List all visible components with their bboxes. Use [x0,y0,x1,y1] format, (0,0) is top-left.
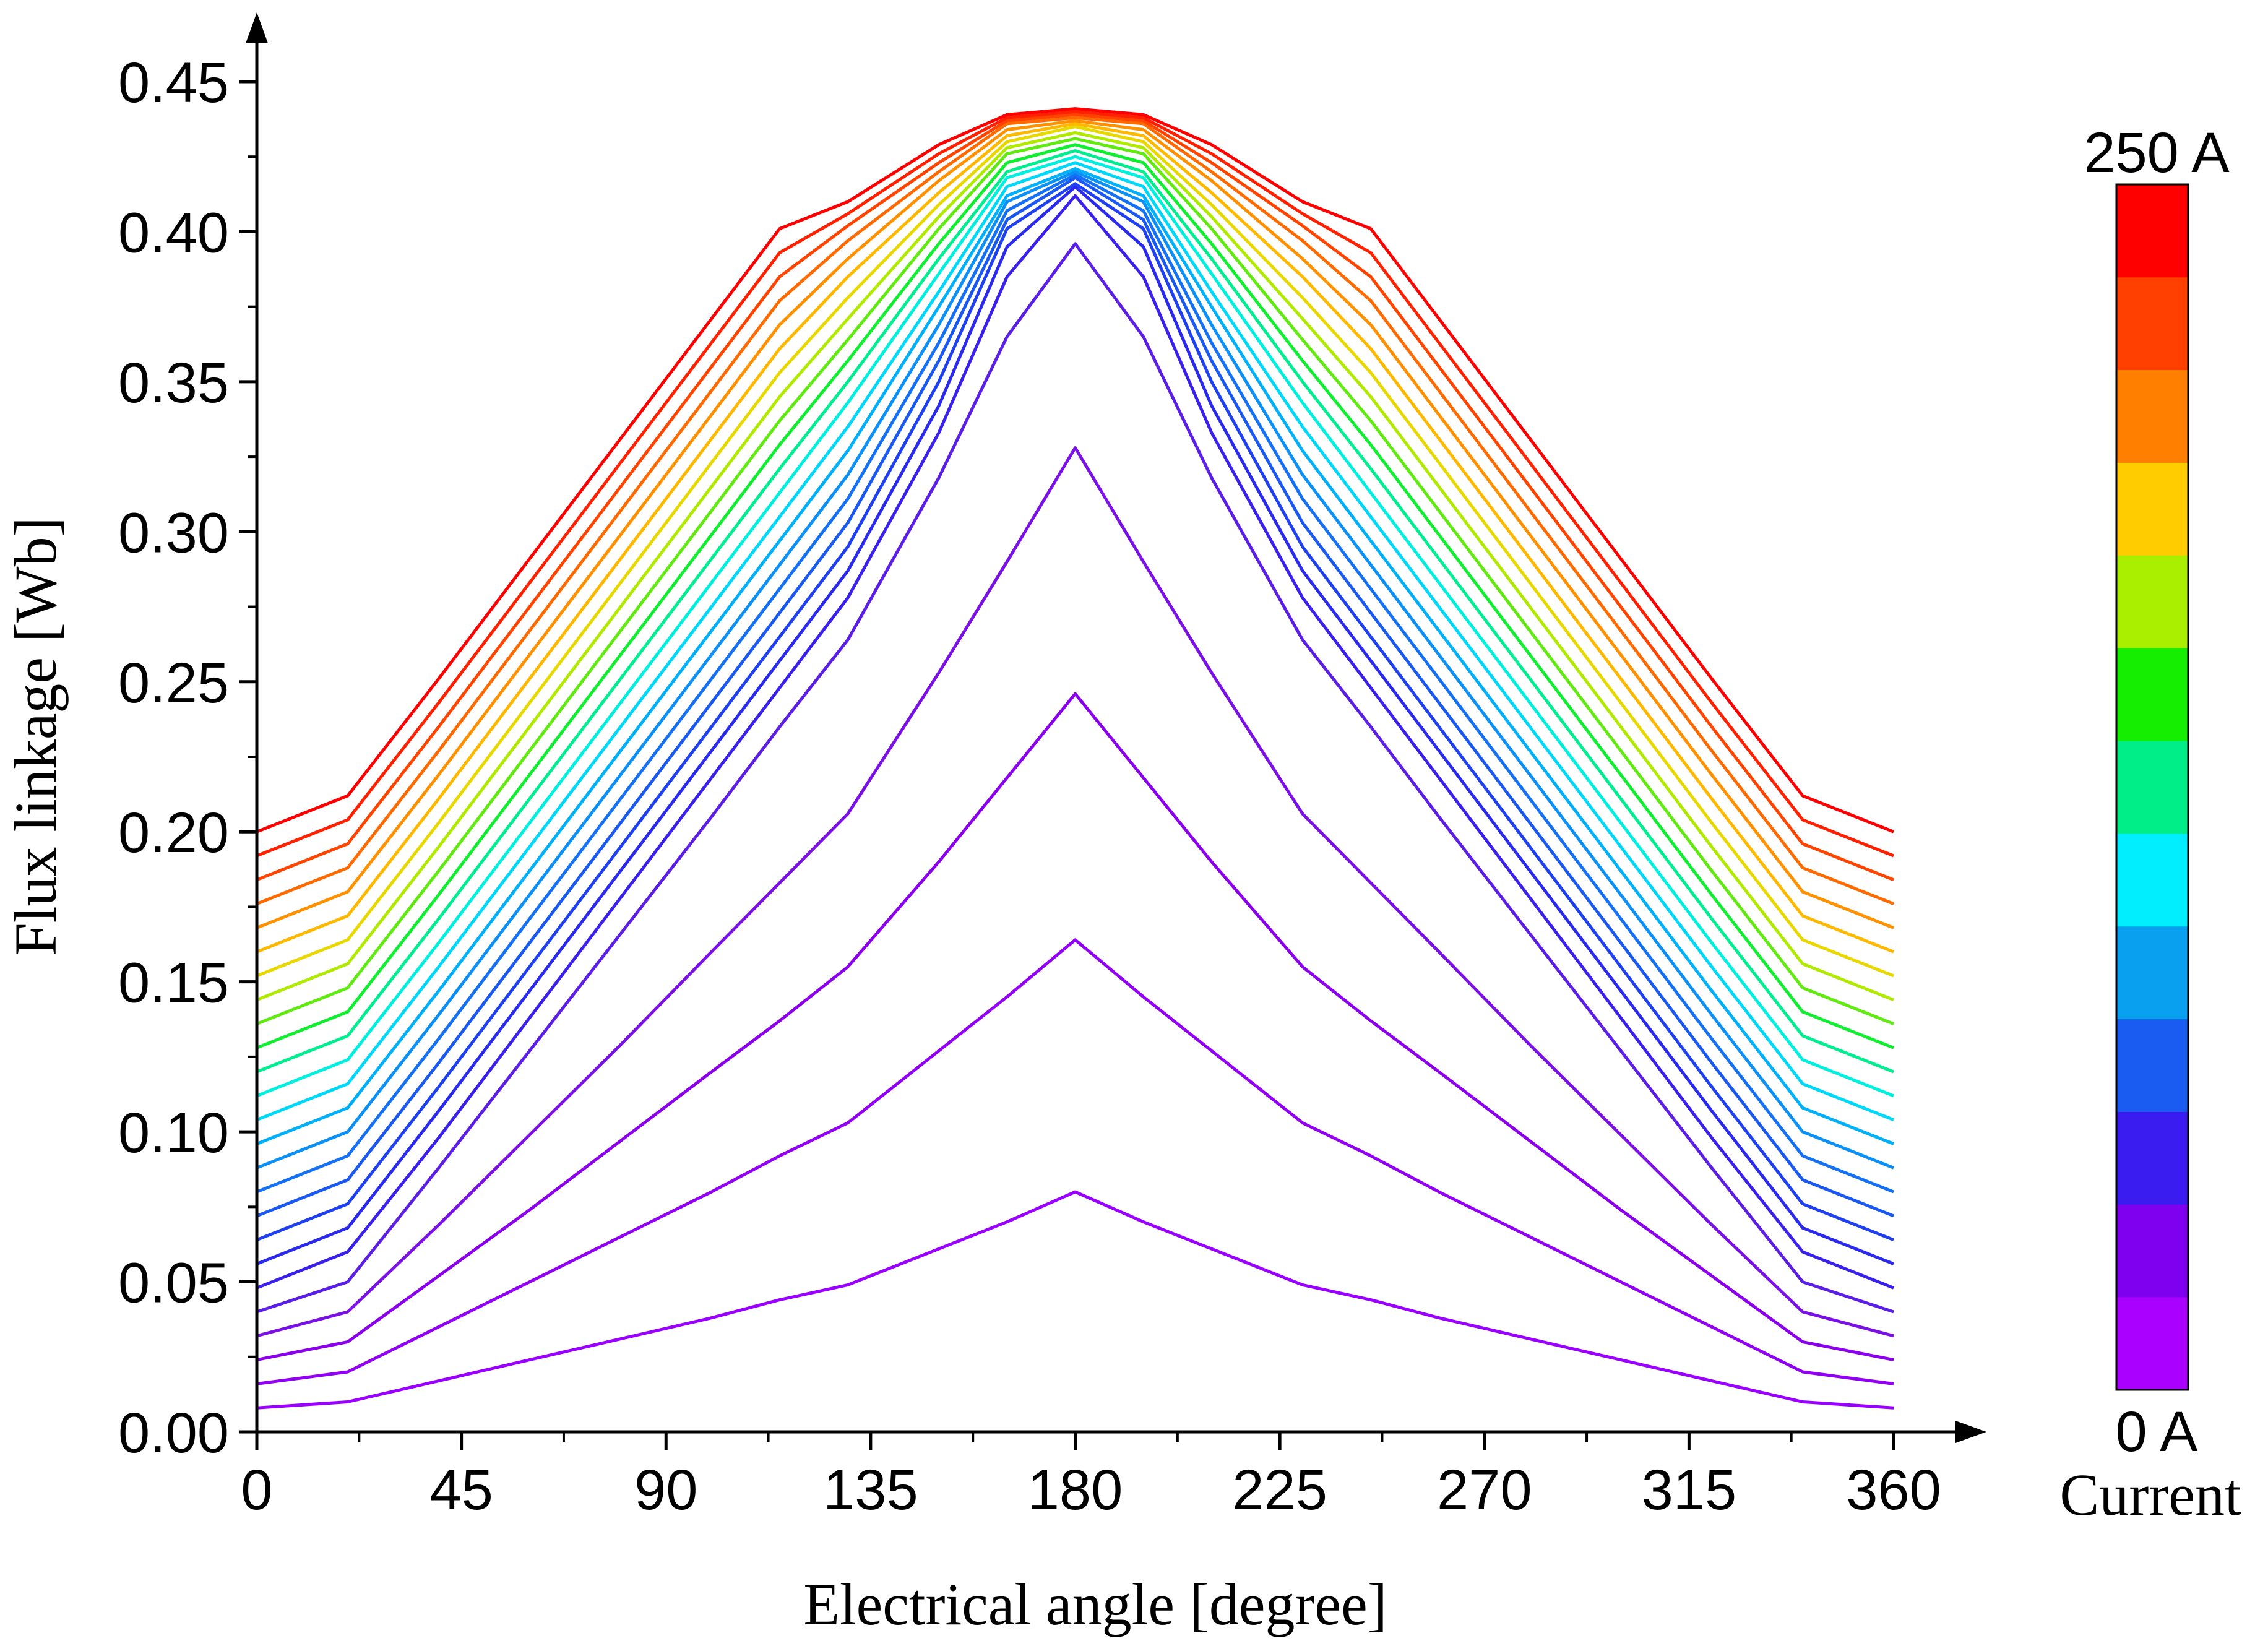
y-tick-label: 0.00 [118,1402,229,1465]
series-line-170A [256,137,1894,1025]
series-line-80A [256,182,1894,1242]
x-tick-label: 0 [241,1459,272,1522]
series-line-250A [256,107,1894,834]
series-line-70A [256,185,1894,1265]
x-tick-label: 225 [1232,1459,1327,1522]
colorbar-swatch [2116,369,2188,463]
series-line-210A [256,119,1894,929]
y-tick-label: 0.30 [118,501,229,564]
x-tick-label: 180 [1028,1459,1123,1522]
x-tick-label: 90 [634,1459,697,1522]
y-tick-label: 0.25 [118,652,229,715]
colorbar-swatch [2116,833,2188,927]
series-line-130A [256,161,1894,1122]
ticks-layer: 0 45 90 135 180 225 270 315 360 0.00 0.05 0.10 0.15 0… [118,51,1941,1522]
series-line-90A [256,176,1894,1218]
colorbar-swatch [2116,555,2188,648]
colorbar-title: Current [2059,1462,2241,1528]
colorbar-max-label: 250 A [2084,121,2230,184]
colorbar-swatch [2116,648,2188,741]
series-layer [256,107,1894,1410]
colorbar-swatch [2116,462,2188,556]
series-line-180A [256,131,1894,1002]
series-line-220A [256,116,1894,905]
x-axis-title: Electrical angle [degree] [803,1571,1387,1637]
colorbar [2115,183,2189,1391]
series-line-50A [256,242,1894,1314]
series-line-150A [256,149,1894,1074]
colorbar-swatch [2116,741,2188,834]
y-tick-label: 0.15 [118,952,229,1015]
series-line-140A [256,155,1894,1098]
colorbar-swatch [2116,1297,2188,1390]
series-line-160A [256,143,1894,1049]
series-line-20A [256,938,1894,1385]
x-tick-label: 270 [1437,1459,1532,1522]
series-line-100A [256,173,1894,1194]
x-tick-label: 315 [1642,1459,1737,1522]
colorbar-swatch [2116,926,2188,1020]
colorbar-swatch [2116,277,2188,371]
colorbar-swatch [2116,184,2188,278]
y-tick-label: 0.10 [118,1101,229,1165]
series-line-240A [256,110,1894,858]
y-axis-title: Flux linkage [Wb] [2,517,69,955]
x-tick-label: 45 [429,1459,493,1522]
series-line-110A [256,170,1894,1170]
colorbar-min-label: 0 A [2115,1400,2198,1463]
series-line-230A [256,113,1894,882]
y-tick-label: 0.20 [118,801,229,864]
axes-layer [246,12,1986,1443]
colorbar-swatch [2116,1111,2188,1205]
series-line-200A [256,122,1894,954]
series-line-120A [256,167,1894,1145]
series-line-10A [256,1190,1894,1410]
series-line-190A [256,125,1894,978]
series-line-30A [256,692,1894,1362]
colorbar-swatch [2116,1019,2188,1112]
y-tick-label: 0.45 [118,51,229,114]
y-axis-arrow [246,12,268,43]
y-tick-label: 0.40 [118,201,229,264]
colorbar-swatch [2116,1204,2188,1298]
y-tick-label: 0.05 [118,1252,229,1315]
y-tick-label: 0.35 [118,351,229,415]
series-line-60A [256,194,1894,1290]
x-axis-arrow [1955,1421,1986,1443]
series-line-40A [256,446,1894,1338]
x-tick-label: 135 [823,1459,918,1522]
x-tick-label: 360 [1846,1459,1941,1522]
colorbar-frame [2115,183,2189,1391]
